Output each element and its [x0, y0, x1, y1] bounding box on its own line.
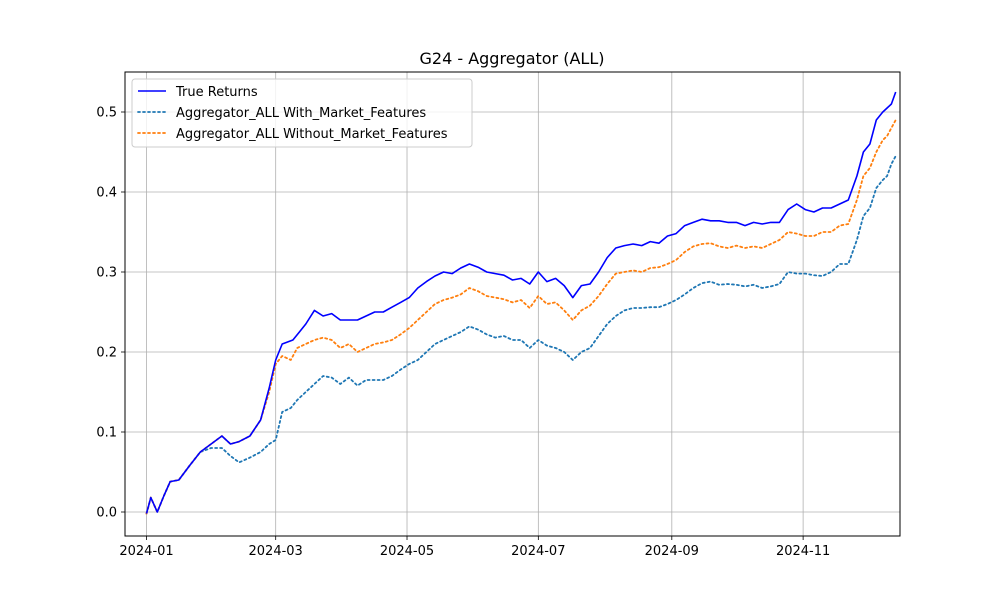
chart-title: G24 - Aggregator (ALL) — [420, 49, 605, 68]
legend: True Returns Aggregator_ALL With_Market_F… — [131, 78, 473, 148]
y-axis: 0.0 0.1 0.2 0.3 0.4 0.5 — [96, 106, 125, 521]
x-tick-label: 2024-03 — [249, 544, 303, 559]
legend-label: True Returns — [175, 85, 258, 100]
x-axis: 2024-01 2024-03 2024-05 2024-07 2024-09 2024-… — [119, 536, 830, 559]
grid — [125, 72, 900, 536]
y-tick-label: 0.1 — [96, 426, 117, 441]
y-tick-label: 0.3 — [96, 266, 117, 281]
plot-frame — [124, 71, 901, 537]
legend-box — [131, 78, 473, 148]
x-tick-label: 2024-05 — [380, 544, 434, 559]
y-tick-label: 0.4 — [96, 186, 117, 201]
x-tick-label: 2024-07 — [511, 544, 565, 559]
series-layer — [145, 91, 897, 515]
legend-label: Aggregator_ALL With_Market_Features — [176, 106, 426, 121]
x-tick-label: 2024-11 — [776, 544, 830, 559]
legend-label: Aggregator_ALL Without_Market_Features — [176, 127, 448, 142]
x-tick-label: 2024-01 — [119, 544, 173, 559]
series-line-aggregator-all-without-market-features — [145, 119, 897, 515]
y-tick-label: 0.5 — [96, 106, 117, 121]
y-tick-label: 0.2 — [96, 346, 117, 361]
x-tick-label: 2024-09 — [645, 544, 699, 559]
series-line-true-returns — [145, 91, 897, 514]
series-line-aggregator-all-with-market-features — [145, 155, 897, 515]
y-tick-label: 0.0 — [96, 506, 117, 521]
